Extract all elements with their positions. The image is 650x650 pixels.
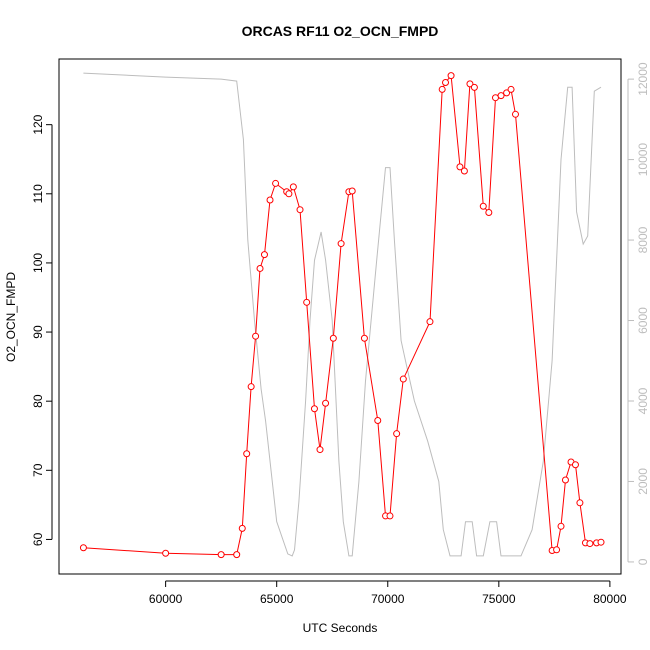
data-point bbox=[260, 251, 268, 259]
y-right-tick-label-3: 6000 bbox=[636, 307, 650, 334]
data-point bbox=[256, 264, 264, 272]
data-point bbox=[571, 461, 579, 469]
y-axis-left: 60 70 80 90 100 110 120 bbox=[31, 114, 53, 546]
data-point bbox=[233, 551, 241, 559]
data-point bbox=[470, 83, 478, 91]
data-point bbox=[507, 85, 515, 93]
data-point bbox=[497, 92, 505, 100]
data-point bbox=[316, 446, 324, 454]
data-point bbox=[460, 167, 468, 175]
data-point bbox=[485, 208, 493, 216]
data-point bbox=[557, 522, 565, 530]
x-tick-label-4: 80000 bbox=[593, 592, 627, 606]
data-point bbox=[322, 399, 330, 407]
data-point bbox=[310, 405, 318, 413]
x-axis-label: UTC Seconds bbox=[303, 621, 378, 635]
y-right-tick-label-0: 0 bbox=[636, 558, 650, 565]
data-point bbox=[438, 85, 446, 93]
data-point bbox=[586, 540, 594, 548]
chart-title: ORCAS RF11 O2_OCN_FMPD bbox=[242, 23, 439, 39]
data-point bbox=[374, 417, 382, 425]
y-right-tick-label-4: 8000 bbox=[636, 226, 650, 253]
data-point bbox=[447, 72, 455, 80]
y-axis-label: O2_OCN_FMPD bbox=[4, 272, 18, 362]
x-tick-label-2: 70000 bbox=[371, 592, 405, 606]
data-point bbox=[329, 334, 337, 342]
left-series-layer bbox=[79, 72, 605, 559]
x-axis: 60000 65000 70000 75000 80000 bbox=[149, 580, 627, 606]
data-point bbox=[442, 79, 450, 87]
data-point bbox=[79, 544, 87, 552]
x-tick-label-0: 60000 bbox=[149, 592, 183, 606]
data-point bbox=[243, 450, 251, 458]
data-point bbox=[399, 375, 407, 383]
data-point bbox=[576, 499, 584, 507]
data-point bbox=[360, 334, 368, 342]
data-point bbox=[466, 80, 474, 88]
data-point bbox=[238, 524, 246, 532]
data-point bbox=[266, 196, 274, 204]
x-tick-label-3: 75000 bbox=[482, 592, 516, 606]
y-axis-right: 0 2000 4000 6000 8000 10000 12000 bbox=[627, 62, 650, 565]
y-left-tick-label-0: 60 bbox=[31, 532, 45, 546]
data-point bbox=[296, 206, 304, 214]
y-right-tick-label-5: 10000 bbox=[636, 143, 650, 177]
y-left-tick-label-6: 120 bbox=[31, 114, 45, 134]
data-point bbox=[456, 163, 464, 171]
data-point bbox=[247, 383, 255, 391]
data-point bbox=[479, 202, 487, 210]
data-point bbox=[285, 190, 293, 198]
data-point bbox=[553, 546, 561, 554]
series-left-line bbox=[83, 74, 602, 556]
right-series-layer bbox=[83, 72, 602, 557]
data-point bbox=[597, 538, 605, 546]
data-point bbox=[337, 240, 345, 248]
y-right-tick-label-1: 2000 bbox=[636, 468, 650, 495]
data-point bbox=[561, 476, 569, 484]
data-point bbox=[289, 183, 297, 191]
data-point bbox=[303, 298, 311, 306]
data-point bbox=[252, 332, 260, 340]
data-point bbox=[393, 430, 401, 438]
y-left-tick-label-1: 70 bbox=[31, 463, 45, 477]
y-left-tick-label-4: 100 bbox=[31, 253, 45, 273]
series-right-line bbox=[83, 72, 602, 557]
data-point bbox=[162, 549, 170, 557]
data-point bbox=[426, 318, 434, 326]
y-left-tick-label-5: 110 bbox=[31, 184, 45, 203]
data-point bbox=[272, 179, 280, 187]
data-point bbox=[386, 512, 394, 520]
y-left-tick-label-2: 80 bbox=[31, 394, 45, 408]
y-left-tick-label-3: 90 bbox=[31, 325, 45, 339]
data-point bbox=[503, 89, 511, 97]
y-right-tick-label-2: 4000 bbox=[636, 387, 650, 414]
y-right-tick-label-6: 12000 bbox=[636, 62, 650, 96]
x-tick-label-1: 65000 bbox=[260, 592, 294, 606]
data-point bbox=[511, 110, 519, 118]
plot-area-frame bbox=[58, 58, 622, 575]
data-point bbox=[217, 551, 225, 559]
data-point bbox=[348, 187, 356, 195]
